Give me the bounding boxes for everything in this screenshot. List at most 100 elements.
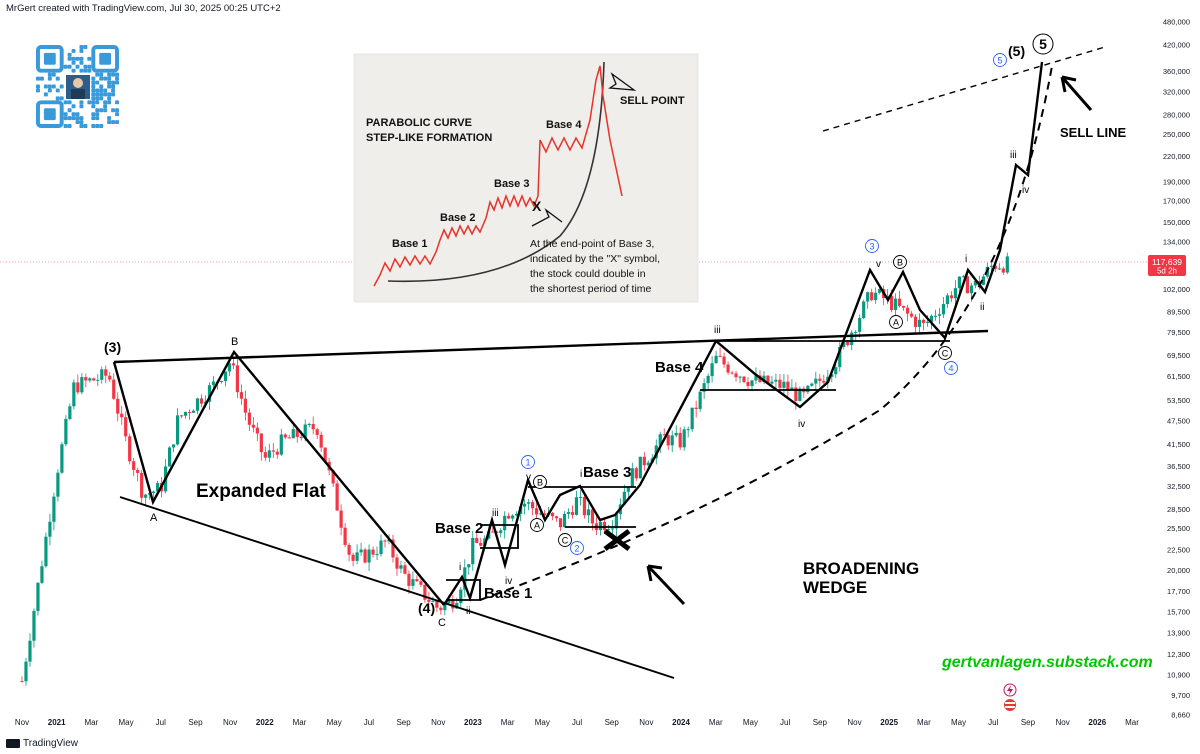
candle-body <box>247 412 251 425</box>
candle-body <box>100 369 104 380</box>
candle-body <box>211 381 216 386</box>
label-B: B <box>231 336 238 348</box>
candle-body <box>582 497 587 516</box>
y-tick-label: 102,000 <box>1163 285 1190 294</box>
candle-body <box>678 432 682 448</box>
x-tick-label: 2025 <box>880 718 898 727</box>
candle-body <box>28 640 32 662</box>
candle-body <box>818 378 822 381</box>
label-roman-iii: iii <box>492 508 499 519</box>
candle-body <box>267 450 271 458</box>
label-roman-iii3: iii <box>1010 150 1017 161</box>
circle-A2: A <box>889 315 903 329</box>
candle-body <box>886 295 890 299</box>
candle-body <box>726 364 730 373</box>
candle-body <box>359 549 363 553</box>
candle-body <box>92 378 96 381</box>
candle-body <box>271 450 275 452</box>
circle-5-big: 5 <box>1032 33 1054 55</box>
candle-body <box>239 392 243 399</box>
candle-body <box>231 363 236 366</box>
candle-body <box>407 573 411 586</box>
y-tick-label: 79,500 <box>1167 328 1190 337</box>
y-tick-label: 320,000 <box>1163 88 1190 97</box>
candle-body <box>858 317 862 332</box>
candle-body <box>822 380 826 383</box>
broadening-arrow <box>646 564 686 606</box>
candle-body <box>542 513 547 516</box>
circle-4: 4 <box>944 361 958 375</box>
circle-2: 2 <box>570 541 584 555</box>
candle-body <box>351 554 355 561</box>
svg-text:B: B <box>897 258 903 268</box>
x-tick-label: 2021 <box>48 718 66 727</box>
candle-body <box>319 434 323 448</box>
candle-body <box>897 298 902 306</box>
x-tick-label: May <box>951 718 966 727</box>
candle-body <box>730 372 734 374</box>
qr-code <box>36 45 119 128</box>
us-flag-icon <box>1004 699 1016 711</box>
annotations: (3) B A Expanded Flat (4) C Base 1 Base … <box>104 43 1153 671</box>
candle-body <box>287 437 291 439</box>
svg-text:C: C <box>562 536 569 546</box>
y-tick-label: 360,000 <box>1163 67 1190 76</box>
candle-body <box>44 536 48 567</box>
candle-body <box>870 292 874 301</box>
candle-body <box>395 557 399 569</box>
candle-body <box>770 381 774 384</box>
candle-body <box>794 387 798 401</box>
candle-body <box>171 444 176 448</box>
x-tick-label: Mar <box>709 718 723 727</box>
candle-body <box>219 381 224 383</box>
candle-body <box>183 412 188 416</box>
x-tick-label: Jul <box>988 718 998 727</box>
candle-body <box>427 599 431 602</box>
candle-body <box>626 486 630 492</box>
candle-body <box>846 341 850 346</box>
candle-body <box>606 529 610 531</box>
candle-body <box>315 429 319 435</box>
candle-body <box>439 607 443 611</box>
candle-body <box>534 508 539 515</box>
circled-labels: 1 2 3 4 5 5 A B C A B C <box>521 33 1054 555</box>
tradingview-logo-icon <box>6 739 20 748</box>
y-tick-label: 17,700 <box>1167 587 1190 596</box>
candle-body <box>610 528 614 530</box>
label-sell-line: SELL LINE <box>1060 125 1127 140</box>
candle-body <box>136 469 140 473</box>
circle-C: C <box>558 533 572 547</box>
candle-body <box>981 276 985 285</box>
candle-body <box>207 385 212 402</box>
y-tick-label: 190,000 <box>1163 177 1190 186</box>
svg-text:B: B <box>537 478 543 488</box>
candle-body <box>60 444 64 473</box>
sell-line-dashed <box>822 46 1106 132</box>
inset-image: PARABOLIC CURVE STEP-LIKE FORMATION Base… <box>353 53 699 303</box>
website-label: gertvanlagen.substack.com <box>941 654 1153 671</box>
y-tick-label: 41,500 <box>1167 440 1190 449</box>
lower-wedge-line <box>119 496 675 679</box>
candle-body <box>399 565 403 569</box>
candle-body <box>52 496 56 522</box>
inset-base3: Base 3 <box>494 178 529 190</box>
x-tick-label: Jul <box>572 718 582 727</box>
candle-body <box>941 304 946 315</box>
candle-body <box>738 376 742 378</box>
candle-body <box>355 552 359 561</box>
candle-body <box>874 292 878 301</box>
candle-body <box>750 380 754 386</box>
circle-A: A <box>530 518 544 532</box>
candle-body <box>929 315 934 322</box>
candle-body <box>913 316 918 327</box>
candle-body <box>646 462 650 466</box>
candle-body <box>598 521 603 531</box>
candle-body <box>80 377 84 393</box>
candle-body <box>307 424 311 426</box>
x-tick-label: Jul <box>364 718 374 727</box>
candle-body <box>778 379 782 388</box>
x-tick-label: Jul <box>156 718 166 727</box>
candle-body <box>686 429 690 431</box>
y-tick-label: 220,000 <box>1163 152 1190 161</box>
